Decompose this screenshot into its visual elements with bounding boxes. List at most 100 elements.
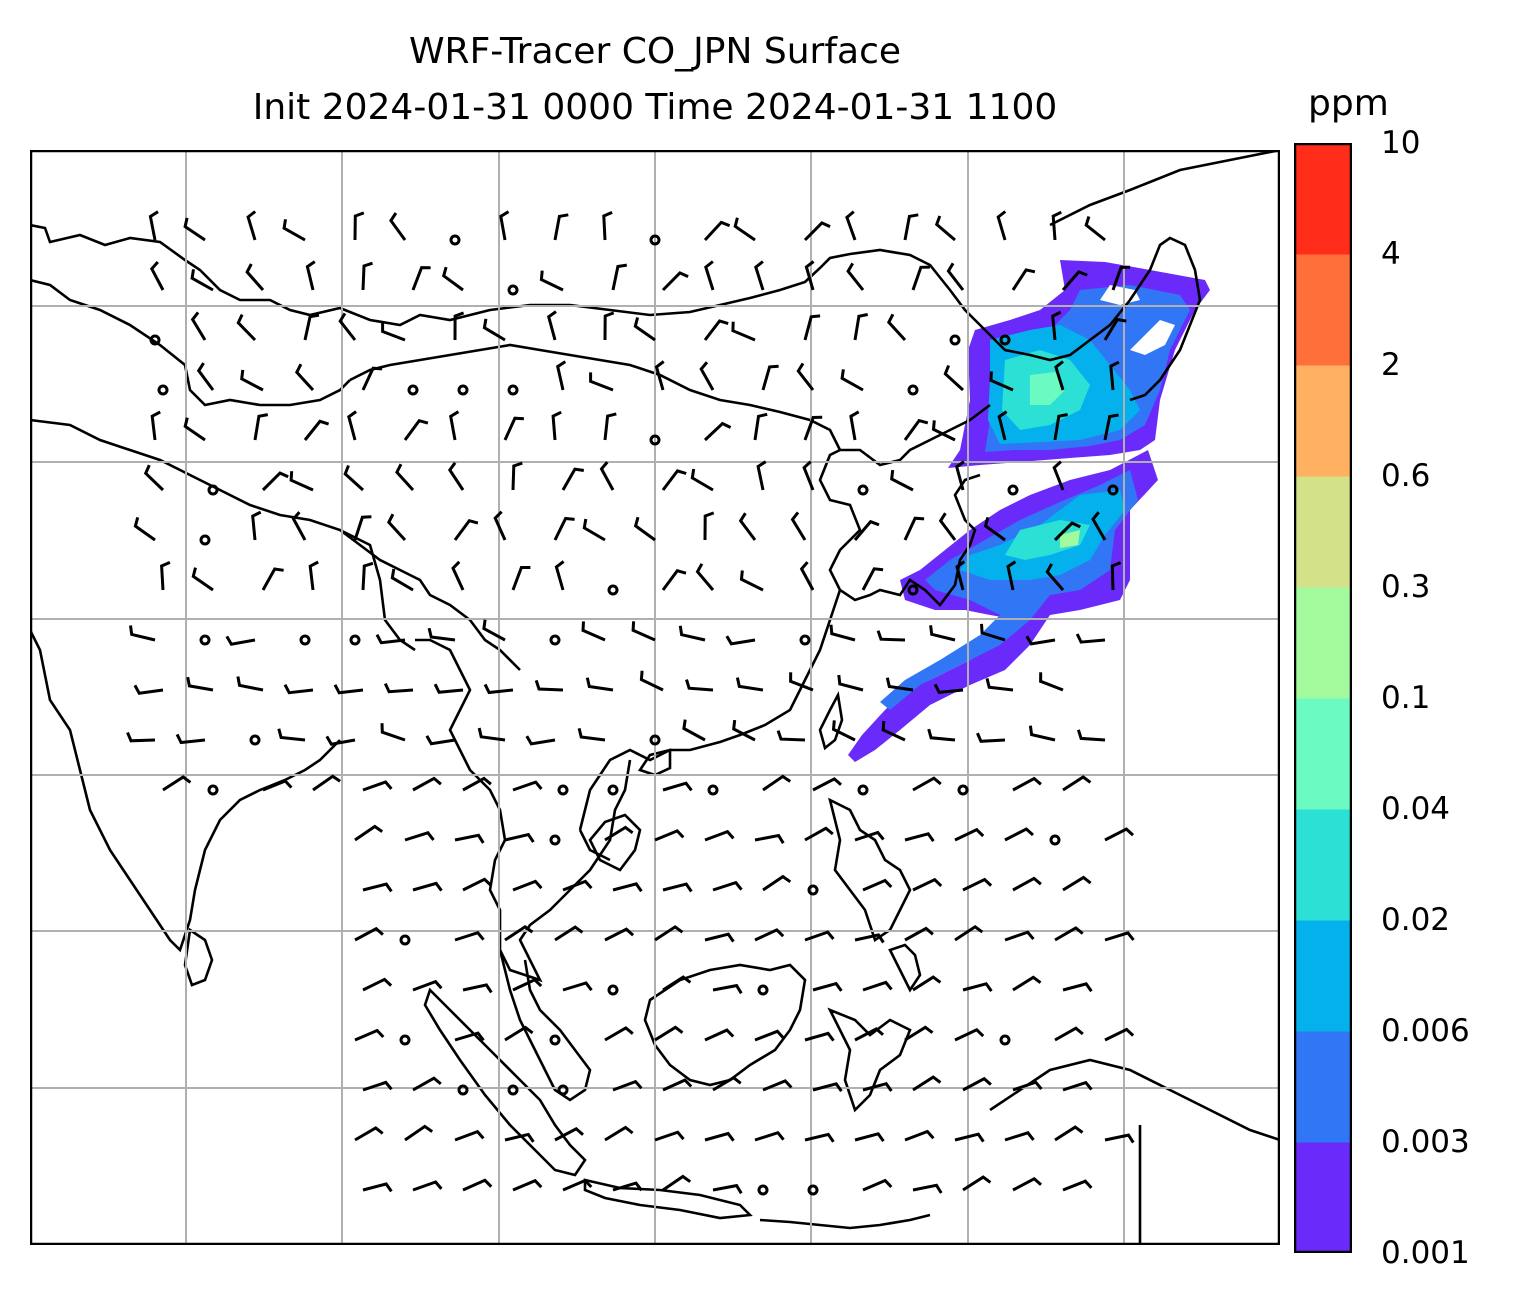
wind-barb xyxy=(678,625,706,642)
wind-barb xyxy=(1051,310,1062,341)
wind-barb xyxy=(133,684,164,695)
wind-barb xyxy=(190,269,214,292)
wind-barb xyxy=(1104,1027,1135,1042)
wind-barb xyxy=(754,1130,785,1142)
wind-barb xyxy=(1062,775,1092,792)
wind-barb xyxy=(803,415,823,441)
wind-barb xyxy=(938,512,957,541)
wind-barb xyxy=(904,832,935,842)
wind-barb xyxy=(554,1126,584,1142)
wind-barb xyxy=(704,1028,735,1042)
wind-barb xyxy=(886,313,907,342)
wind-barb xyxy=(831,720,856,742)
wind-barb xyxy=(236,313,257,342)
wind-barb xyxy=(854,1132,885,1142)
wind-barb xyxy=(554,560,565,591)
colorbar xyxy=(1294,143,1352,1253)
wind-barb xyxy=(1061,270,1088,291)
wind-barb xyxy=(361,366,383,391)
calm-wind-marker xyxy=(299,634,311,646)
wind-barb xyxy=(962,877,993,892)
chart-title-line1: WRF-Tracer CO_JPN Surface xyxy=(408,31,902,72)
wind-barb xyxy=(482,619,506,642)
colorbar-tick-label: 0.006 xyxy=(1381,1013,1470,1049)
wind-barb xyxy=(976,732,1006,743)
calm-wind-marker xyxy=(557,1084,569,1096)
wind-barb xyxy=(699,361,715,391)
calm-wind-marker xyxy=(857,484,869,496)
wind-barb xyxy=(449,410,460,441)
colorbar-band xyxy=(1294,254,1352,366)
wind-barb xyxy=(1012,876,1042,892)
wind-barb xyxy=(589,372,614,392)
wind-barb xyxy=(362,1182,393,1193)
wind-barb xyxy=(934,215,956,242)
wind-barb xyxy=(454,1129,485,1142)
wind-barb xyxy=(840,369,864,392)
wind-barb xyxy=(1012,776,1042,792)
wind-barb xyxy=(989,371,1014,392)
wind-barb xyxy=(903,516,925,541)
wind-barb xyxy=(262,779,293,792)
calm-wind-marker xyxy=(199,534,211,546)
wind-barb xyxy=(789,672,814,692)
wind-barb xyxy=(931,420,956,442)
wind-barb xyxy=(305,260,316,291)
wind-barb xyxy=(381,322,406,342)
colorbar-band xyxy=(1294,698,1352,810)
wind-barb xyxy=(1053,521,1081,542)
wind-barb xyxy=(453,518,479,541)
calm-wind-marker xyxy=(1049,834,1061,846)
wind-barb xyxy=(955,560,966,591)
wind-barb xyxy=(954,827,985,842)
wind-barb xyxy=(511,566,531,591)
wind-barb xyxy=(551,410,562,441)
coastlines xyxy=(30,150,1280,1245)
wind-barb xyxy=(1054,360,1065,391)
wind-barb xyxy=(404,1124,434,1142)
wind-barb xyxy=(954,1028,985,1042)
wind-barb xyxy=(261,471,289,492)
wind-barb xyxy=(654,829,685,842)
wind-barb xyxy=(890,469,914,492)
wind-barb xyxy=(303,313,320,341)
calm-wind-marker xyxy=(507,284,519,296)
wind-barb xyxy=(756,460,767,491)
wind-barb xyxy=(190,311,207,341)
wind-barb xyxy=(395,463,415,492)
calm-wind-marker xyxy=(707,784,719,796)
wind-barb xyxy=(512,978,543,992)
wind-barb xyxy=(1054,1125,1084,1142)
wind-barb xyxy=(1109,360,1120,391)
wind-barb xyxy=(639,670,664,692)
wind-barb xyxy=(251,510,262,541)
wind-barb xyxy=(996,210,1007,241)
wind-barb xyxy=(503,416,524,441)
wind-barb xyxy=(654,1025,684,1042)
wind-barb xyxy=(912,975,942,992)
wind-barb xyxy=(546,310,557,341)
wind-barb xyxy=(1004,1131,1035,1142)
wind-barb xyxy=(661,271,689,292)
wind-barb xyxy=(383,682,414,694)
wind-barb xyxy=(703,511,715,541)
wind-barb xyxy=(725,635,756,646)
wind-barb xyxy=(943,364,965,392)
calm-wind-marker xyxy=(549,1034,561,1046)
calm-wind-marker xyxy=(607,584,619,596)
wind-barb xyxy=(454,833,485,844)
wind-barb xyxy=(803,221,831,242)
wind-barb xyxy=(881,720,906,742)
wind-barb xyxy=(911,265,930,291)
wind-barb xyxy=(454,1031,485,1042)
wind-barb xyxy=(954,460,965,491)
calm-wind-marker xyxy=(999,1034,1011,1046)
wind-barb xyxy=(412,881,443,892)
wind-barb xyxy=(493,510,507,541)
wind-barb xyxy=(525,735,556,746)
wind-barb xyxy=(803,314,821,341)
calm-wind-marker xyxy=(457,384,469,396)
wind-barb xyxy=(354,824,384,842)
wind-barbs xyxy=(126,210,1135,1196)
wind-barb xyxy=(762,774,792,792)
